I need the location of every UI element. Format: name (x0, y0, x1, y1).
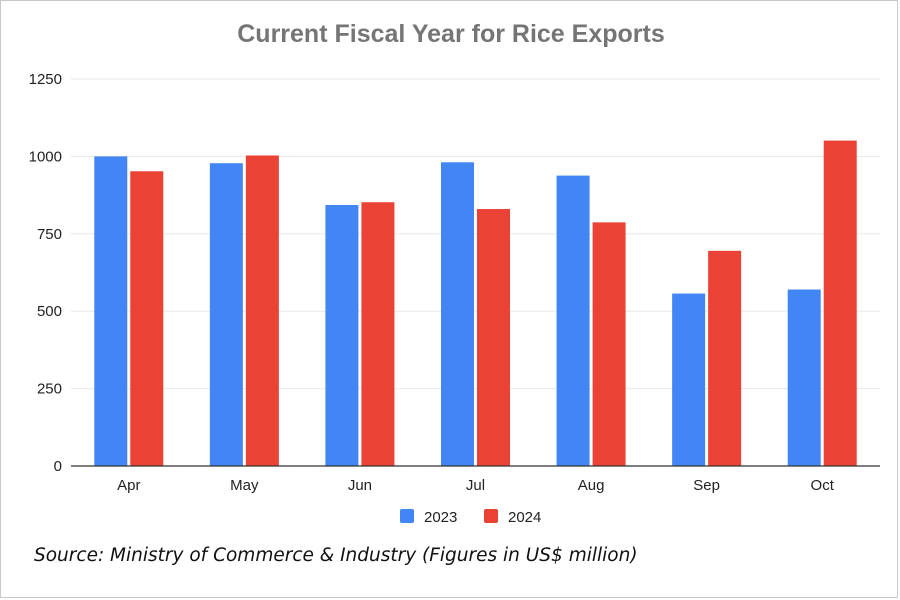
legend-label-2024: 2024 (508, 509, 541, 526)
x-tick-label: Aug (578, 477, 605, 494)
bar-2023-sep (672, 293, 706, 466)
bar-2024-jul (477, 209, 510, 467)
chart-title: Current Fiscal Year for Rice Exports (237, 20, 664, 48)
legend-swatch-2024 (484, 509, 498, 523)
y-tick-label: 0 (54, 458, 62, 475)
y-tick-label: 750 (37, 226, 62, 243)
y-tick-label: 1000 (29, 148, 62, 165)
x-tick-label: Oct (811, 477, 835, 494)
x-tick-label: Sep (693, 477, 720, 494)
y-tick-label: 250 (37, 381, 62, 398)
bar-2023-oct (787, 289, 821, 466)
bar-2024-jun (361, 202, 395, 466)
bar-2024-oct (823, 140, 857, 466)
bar-2024-sep (708, 250, 742, 466)
bar-2024-apr (130, 171, 164, 466)
legend: 2023 2024 (400, 509, 541, 526)
bar-2023-apr (94, 156, 128, 466)
bar-2024-aug (592, 222, 626, 466)
y-tick-label: 1250 (29, 71, 62, 88)
x-tick-label: May (230, 477, 259, 494)
bar-2024-may (245, 155, 279, 467)
y-tick-label: 500 (37, 303, 62, 320)
bar-2023-aug (556, 175, 590, 466)
bar-2023-jun (325, 205, 359, 466)
gridlines (71, 78, 880, 390)
bar-2023-may (209, 163, 243, 467)
bars (94, 140, 857, 467)
legend-swatch-2023 (400, 509, 414, 523)
x-tick-label: Apr (117, 477, 140, 494)
legend-label-2023: 2023 (424, 509, 457, 526)
x-tick-label: Jun (348, 477, 372, 494)
source-note: Source: Ministry of Commerce & Industry … (34, 545, 638, 566)
y-axis-ticks: 0 250 500 750 1000 1250 (29, 71, 62, 475)
x-tick-label: Jul (466, 477, 485, 494)
bar-2023-jul (441, 162, 474, 466)
x-axis-ticks: Apr May Jun Jul Aug Sep Oct (117, 477, 835, 494)
